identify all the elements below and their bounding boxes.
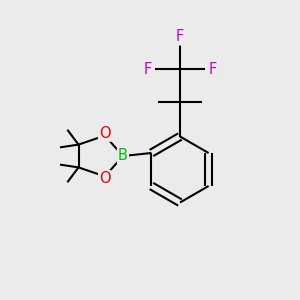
Text: O: O (99, 171, 111, 186)
Text: O: O (99, 126, 111, 141)
Text: F: F (176, 29, 184, 44)
Text: B: B (118, 148, 128, 164)
Text: F: F (143, 61, 152, 76)
Text: F: F (208, 61, 217, 76)
